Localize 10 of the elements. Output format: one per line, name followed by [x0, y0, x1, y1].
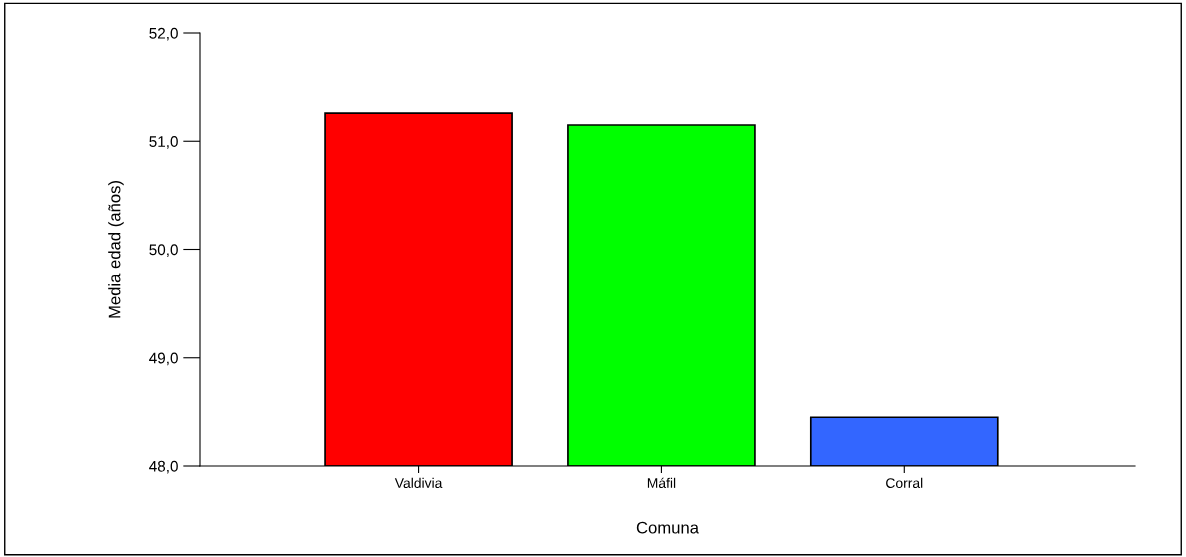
y-tick-label: 49,0 [149, 352, 178, 366]
y-axis-title: Media edad (años) [108, 181, 124, 318]
x-tick-label: Máfil [647, 477, 676, 489]
y-tick-label: 51,0 [149, 136, 178, 149]
x-tick-label: Corral [886, 477, 923, 489]
y-tick-label: 50,0 [149, 244, 178, 257]
x-axis-title: Comuna [636, 521, 699, 534]
x-tick-label: Valdivia [394, 477, 443, 489]
y-tick-label: 48,0 [149, 460, 178, 474]
y-tick-label: 52,0 [149, 27, 178, 41]
